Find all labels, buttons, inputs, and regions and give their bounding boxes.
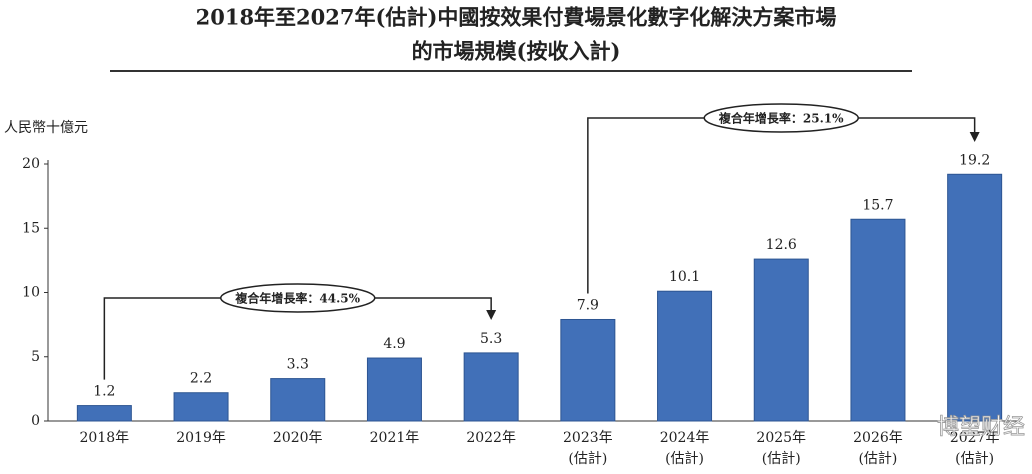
bar <box>947 173 1003 422</box>
bar <box>850 218 906 422</box>
y-tick-label: 0 <box>31 413 40 429</box>
cagr-label: 複合年增長率：44.5% <box>234 291 360 306</box>
y-tick-label: 5 <box>31 349 40 365</box>
bar <box>270 378 326 422</box>
value-label: 3.3 <box>287 357 309 373</box>
x-tick-label: 2018年 <box>80 430 130 446</box>
bar <box>366 357 422 422</box>
cagr-label: 複合年增長率：25.1% <box>718 111 844 126</box>
y-tick-label: 10 <box>22 285 40 301</box>
value-label: 12.6 <box>766 237 797 253</box>
x-tick-label: 2026年(估計) <box>853 430 903 467</box>
y-tick-label: 15 <box>22 220 40 236</box>
value-label: 15.7 <box>862 197 893 213</box>
x-tick-label: 2020年 <box>273 430 323 446</box>
cagr-ellipse <box>703 103 859 133</box>
chart-title: 2018年至2027年(估計)中國按效果付費場景化數字化解決方案市場 <box>196 5 837 30</box>
watermark: 博望财经 <box>937 415 1025 440</box>
cagr-ellipse <box>220 283 376 313</box>
bar <box>76 405 132 422</box>
value-label: 7.9 <box>577 297 599 313</box>
value-label: 2.2 <box>190 371 212 387</box>
y-axis-label: 人民幣十億元 <box>4 120 88 136</box>
x-tick-label: 2022年 <box>466 430 516 446</box>
cagr-arrow <box>969 132 980 142</box>
value-label: 1.2 <box>93 384 115 400</box>
x-tick-label: 2021年 <box>370 430 420 446</box>
cagr-arrow <box>486 310 497 320</box>
value-label: 4.9 <box>383 336 405 352</box>
x-tick-label: 2024年(估計) <box>660 430 710 467</box>
x-tick-label: 2023年(估計) <box>563 430 613 467</box>
x-tick-label: 2025年(估計) <box>756 430 806 467</box>
y-tick-label: 20 <box>22 156 40 172</box>
value-label: 10.1 <box>669 269 700 285</box>
value-label: 19.2 <box>959 152 990 168</box>
value-label: 5.3 <box>480 331 502 347</box>
x-tick-label: 2027年(估計) <box>950 430 1000 467</box>
bar <box>657 290 713 422</box>
bar <box>173 392 229 422</box>
bar <box>463 352 519 422</box>
x-tick-label: 2019年 <box>176 430 226 446</box>
bar <box>753 258 809 422</box>
bar <box>560 318 616 422</box>
chart-subtitle: 的市場規模(按收入計) <box>412 39 621 64</box>
